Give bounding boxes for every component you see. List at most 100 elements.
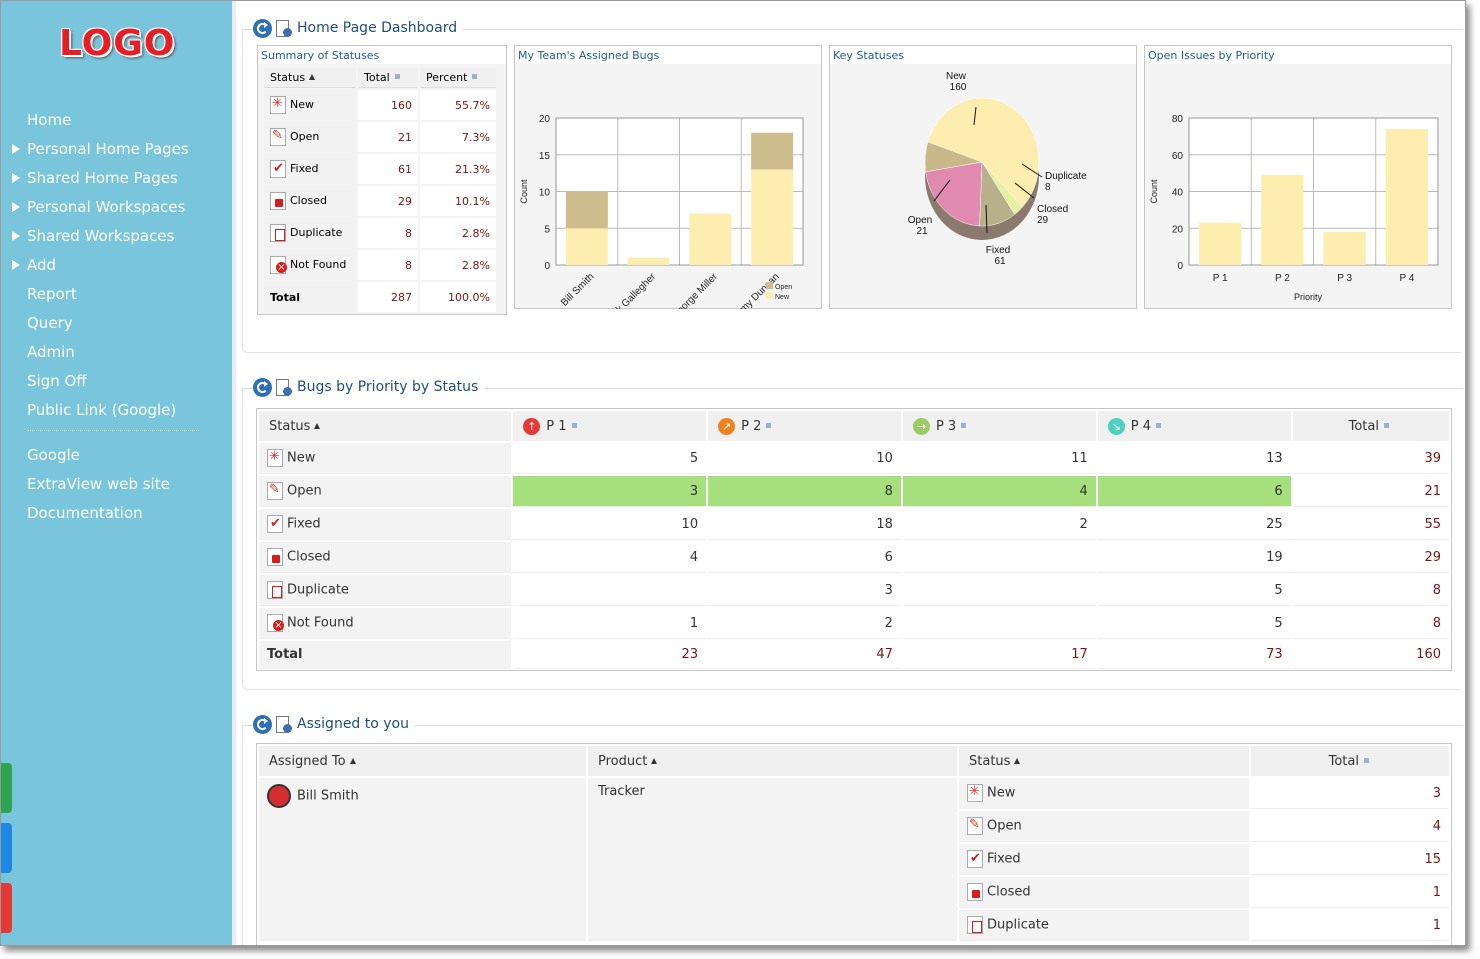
col-product[interactable]: Product	[588, 746, 957, 776]
nav-item-shared-home-pages[interactable]: Shared Home Pages	[1, 169, 232, 195]
count-cell[interactable]: 5	[513, 443, 707, 474]
bar-jimmy-duncan-open[interactable]	[751, 132, 794, 170]
count-cell[interactable]: 4	[513, 542, 707, 573]
nav-item-home[interactable]: Home	[1, 111, 232, 137]
summary-row: Open 217.3%	[264, 122, 496, 152]
count-cell[interactable]: 3	[513, 476, 707, 507]
bar-bill-smith-open[interactable]	[565, 191, 608, 229]
nav-item-add[interactable]: Add	[1, 256, 232, 282]
count-cell[interactable]: 1	[513, 608, 707, 639]
count-cell[interactable]: 25	[1097, 509, 1291, 540]
fixed-icon	[270, 160, 286, 178]
nav-item-report[interactable]: Report	[1, 285, 232, 311]
count-cell[interactable]: 10	[708, 443, 901, 474]
status-cell[interactable]: Duplicate	[264, 218, 356, 248]
nav-item-personal-workspaces[interactable]: Personal Workspaces	[1, 198, 232, 224]
pie-slice-open[interactable]	[924, 141, 983, 173]
side-tab[interactable]	[1, 823, 12, 873]
refresh-icon[interactable]	[253, 18, 272, 38]
col-p1[interactable]: ↑ P 1	[513, 411, 707, 441]
refresh-icon[interactable]	[253, 377, 272, 397]
count-cell[interactable]	[902, 608, 1096, 639]
sort-icon	[766, 422, 772, 428]
status-cell[interactable]: Duplicate	[959, 910, 1249, 941]
count-cell[interactable]: 5	[1097, 608, 1291, 639]
nav-item-query[interactable]: Query	[1, 314, 232, 340]
nav-item-public-link-google[interactable]: Public Link (Google)	[1, 401, 232, 427]
col-p3[interactable]: → P 3	[902, 411, 1096, 441]
status-cell[interactable]: New	[264, 90, 356, 120]
nav-link-documentation[interactable]: Documentation	[1, 504, 232, 530]
count-cell[interactable]: 2	[708, 608, 901, 639]
status-cell[interactable]: Fixed	[264, 154, 356, 184]
nav-item-admin[interactable]: Admin	[1, 343, 232, 369]
status-cell[interactable]: Not Found	[259, 608, 512, 639]
nav-item-label: Report	[27, 285, 77, 303]
count-cell[interactable]: 6	[1097, 476, 1291, 507]
count-cell[interactable]: 11	[902, 443, 1096, 474]
bar-jimmy-duncan-new[interactable]	[751, 169, 794, 265]
bar-p-3-count[interactable]	[1323, 231, 1366, 265]
count-cell[interactable]: 10	[513, 509, 707, 540]
bar-p-4-count[interactable]	[1385, 129, 1429, 265]
col-total[interactable]: Total	[358, 68, 418, 88]
col-p4[interactable]: ↘ P 4	[1097, 411, 1291, 441]
col-status[interactable]: Status	[259, 411, 512, 441]
col-total[interactable]: Total	[1251, 746, 1449, 776]
status-cell[interactable]: Closed	[264, 186, 356, 216]
status-cell[interactable]: Closed	[959, 877, 1249, 908]
count-cell[interactable]: 18	[708, 509, 901, 540]
count-cell[interactable]	[513, 575, 707, 606]
side-tab[interactable]	[1, 763, 12, 813]
status-cell[interactable]: Fixed	[959, 844, 1249, 875]
col-p2[interactable]: ↗ P 2	[708, 411, 901, 441]
nav-link-google[interactable]: Google	[1, 446, 232, 472]
status-cell[interactable]: Open	[259, 476, 512, 507]
bar-p-2-count[interactable]	[1261, 174, 1304, 265]
nav-item-shared-workspaces[interactable]: Shared Workspaces	[1, 227, 232, 253]
total-label: Total	[259, 641, 512, 669]
status-cell[interactable]: Fixed	[259, 509, 512, 540]
status-cell[interactable]: Duplicate	[259, 575, 512, 606]
count-cell[interactable]: 13	[1097, 443, 1291, 474]
nav-link-extraview-web-site[interactable]: ExtraView web site	[1, 475, 232, 501]
report-icon[interactable]	[275, 19, 292, 38]
status-cell[interactable]: New	[959, 778, 1249, 809]
nav-item-sign-off[interactable]: Sign Off	[1, 372, 232, 398]
count-cell[interactable]: 2	[902, 509, 1096, 540]
report-icon[interactable]	[275, 378, 292, 397]
count-cell[interactable]: 8	[708, 476, 901, 507]
status-cell[interactable]: Not Found	[264, 250, 356, 280]
bar-george-miller-new[interactable]	[689, 213, 732, 265]
assignee-name: Bill Smith	[297, 788, 359, 804]
bar-p-1-count[interactable]	[1198, 222, 1242, 265]
bar-bill-smith-new[interactable]	[565, 228, 608, 265]
col-percent[interactable]: Percent	[420, 68, 496, 88]
col-status[interactable]: Status	[264, 68, 356, 88]
count-cell[interactable]: 5	[1097, 575, 1291, 606]
assignee-cell[interactable]: Bill Smith	[259, 778, 586, 941]
col-total[interactable]: Total	[1292, 411, 1449, 441]
row-total-cell: 8	[1292, 608, 1449, 639]
count-cell[interactable]	[902, 575, 1096, 606]
side-tab[interactable]	[1, 883, 12, 933]
status-label: Closed	[287, 549, 331, 565]
status-cell[interactable]: Open	[959, 811, 1249, 842]
nav-item-personal-home-pages[interactable]: Personal Home Pages	[1, 140, 232, 166]
refresh-icon[interactable]	[253, 714, 272, 734]
count-cell[interactable]: 19	[1097, 542, 1291, 573]
pie-slice-new[interactable]	[927, 97, 1040, 208]
col-assigned-to[interactable]: Assigned To	[259, 746, 586, 776]
count-cell[interactable]: 3	[708, 575, 901, 606]
report-icon[interactable]	[275, 715, 292, 734]
status-cell[interactable]: New	[259, 443, 512, 474]
count-cell[interactable]	[902, 542, 1096, 573]
x-tick-label: Jimmy Duncan	[727, 271, 782, 309]
status-cell[interactable]: Closed	[259, 542, 512, 573]
status-cell[interactable]: Open	[264, 122, 356, 152]
bar-frank-gallegher-new[interactable]	[627, 257, 670, 265]
count-cell[interactable]: 4	[902, 476, 1096, 507]
count-cell[interactable]: 6	[708, 542, 901, 573]
col-status[interactable]: Status	[959, 746, 1249, 776]
pie-slice-fixed[interactable]	[925, 161, 983, 227]
